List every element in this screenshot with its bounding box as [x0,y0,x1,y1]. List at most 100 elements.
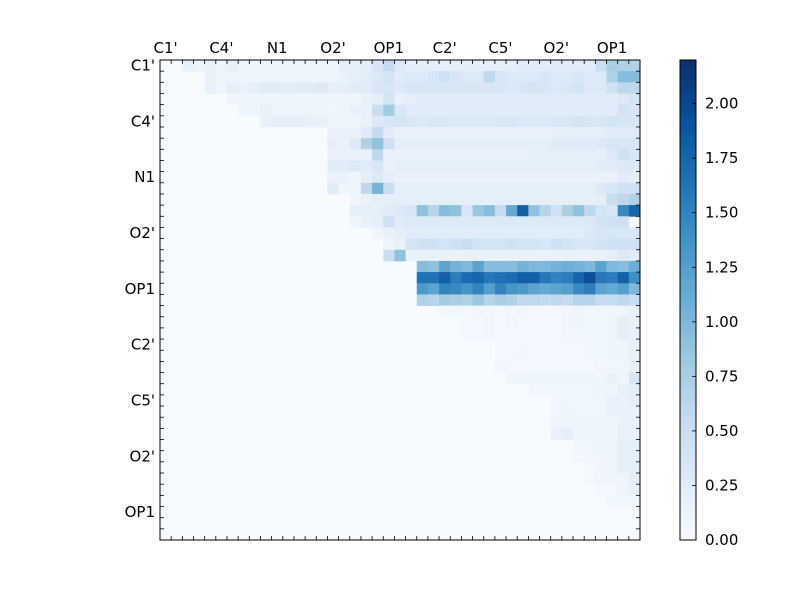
heatmap-cell [584,82,596,94]
heatmap-cell [327,104,339,117]
heatmap-cell [628,495,641,507]
heatmap-cell [606,160,619,173]
heatmap-cell [439,160,451,173]
colorbar-tick-label: 1.50 [705,204,738,222]
heatmap-cell [327,82,339,94]
heatmap-cell [528,272,540,284]
heatmap-cell [606,406,619,418]
heatmap-cell [550,283,563,295]
heatmap-cell [483,283,496,295]
heatmap-cell [349,93,362,106]
heatmap-cell [573,160,585,173]
heatmap-cell [606,484,619,496]
heatmap-cell [561,138,574,150]
colorbar-gradient-step [680,440,696,445]
heatmap-cell [584,473,596,485]
heatmap-cell [550,238,563,251]
heatmap-cell [439,82,451,94]
colorbar-gradient-step [680,448,696,453]
x-tick-label: N1 [267,39,288,57]
heatmap-cell [528,93,540,106]
heatmap-cell [450,126,462,139]
heatmap-cell [338,138,351,150]
heatmap-cell [561,160,574,173]
colorbar-gradient-step [680,324,696,329]
heatmap-cell [405,205,418,217]
heatmap-cell [416,182,429,195]
heatmap-cell [539,316,552,329]
heatmap-cell [506,227,518,239]
heatmap-cell [606,383,619,396]
y-tick-label: C1' [131,57,155,75]
heatmap-cell [271,93,284,106]
heatmap-cell [617,406,630,418]
heatmap-cell [204,71,217,83]
heatmap-cell [439,205,451,217]
heatmap-cell [595,450,607,463]
heatmap-cell [416,283,429,295]
heatmap-cell [561,205,574,217]
heatmap-cell [628,417,641,429]
heatmap-cell [573,316,585,329]
heatmap-cell [293,104,306,117]
heatmap-cell [506,260,518,273]
heatmap-cell [360,171,373,184]
heatmap-cell [450,249,462,262]
heatmap-cell [483,104,496,117]
heatmap-cell [617,82,630,94]
heatmap-cell [617,383,630,396]
heatmap-cell [226,93,239,106]
heatmap-cell [517,115,529,128]
heatmap-cell [528,216,540,228]
heatmap-cell [383,138,395,150]
heatmap-cell [539,93,552,106]
heatmap-cell [550,249,563,262]
colorbar-gradient-step [680,276,696,281]
heatmap-cell [416,126,429,139]
heatmap-cell [584,249,596,262]
heatmap-cell [628,383,641,396]
heatmap-cell [427,60,440,72]
heatmap-cell [617,283,630,295]
heatmap-cell [628,160,641,173]
heatmap-cell [494,339,507,351]
colorbar-gradient-step [680,216,696,221]
colorbar-tick-label: 1.75 [705,149,738,167]
heatmap-cell [584,205,596,217]
heatmap-cell [584,126,596,139]
colorbar-gradient-step [680,392,696,397]
heatmap-cell [550,406,563,418]
heatmap-cell [349,182,362,195]
heatmap-cell [573,126,585,139]
heatmap-cell [517,327,529,340]
heatmap-cell [483,71,496,83]
heatmap-cell [394,193,406,206]
heatmap-cell [461,249,473,262]
heatmap-cell [550,372,563,385]
heatmap-cell [539,160,552,173]
heatmap-cell [394,216,406,228]
heatmap-cell [416,238,429,251]
heatmap-cell [573,216,585,228]
heatmap-cell [561,339,574,351]
heatmap-cell [338,71,351,83]
heatmap-cell [506,205,518,217]
heatmap-cell [561,406,574,418]
heatmap-cell [617,149,630,161]
heatmap-cell [628,461,641,474]
heatmap-cell [472,216,485,228]
heatmap-cell [573,115,585,128]
heatmap-cell [628,149,641,161]
heatmap-cell [573,327,585,340]
heatmap-cell [260,104,273,117]
heatmap-cell [595,473,607,485]
heatmap-cell [450,238,462,251]
heatmap-cell [617,205,630,217]
heatmap-cell [539,216,552,228]
heatmap-cell [506,138,518,150]
heatmap-cell [483,249,496,262]
colorbar-gradient-step [680,528,696,533]
heatmap-cell [372,115,384,128]
colorbar-gradient-step [680,260,696,265]
heatmap-cell [595,439,607,452]
